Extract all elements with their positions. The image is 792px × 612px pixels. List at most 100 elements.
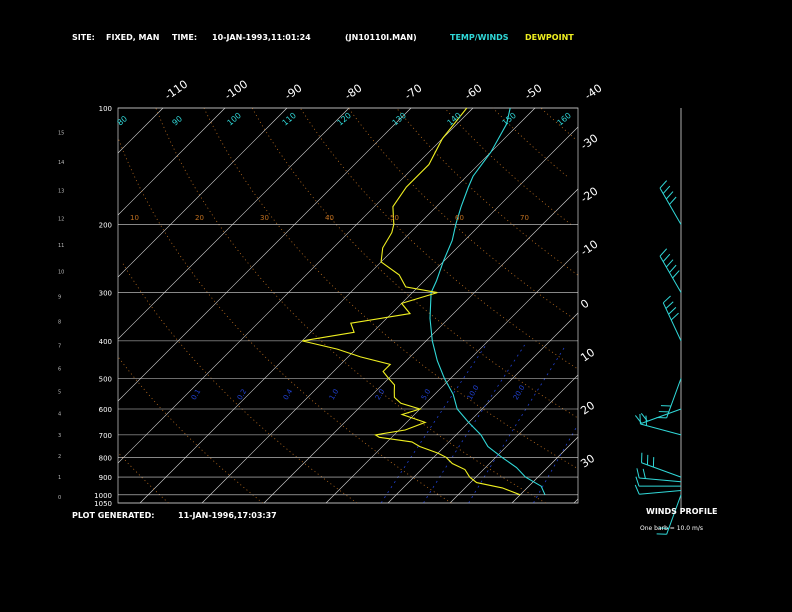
theta-label: 150 xyxy=(501,111,518,128)
wind-barb-flag xyxy=(636,468,640,479)
temp-tick-top: -80 xyxy=(342,82,364,103)
theta-label: 120 xyxy=(336,111,353,128)
dry-adiabat xyxy=(444,107,572,225)
wind-barb-flag xyxy=(634,415,642,424)
wind-barb-staff xyxy=(639,490,682,495)
pressure-label: 100 xyxy=(99,105,112,113)
height-km-label: 8 xyxy=(58,319,61,325)
wind-barb-staff xyxy=(659,255,682,293)
isotherm-line xyxy=(387,312,579,504)
wind-barb-flag xyxy=(665,259,674,268)
plot-generated-label: PLOT GENERATED: xyxy=(72,511,154,520)
isotherm-line xyxy=(449,374,579,504)
wind-barb xyxy=(635,476,681,487)
temp-tick-right: -30 xyxy=(578,132,600,153)
wind-barb xyxy=(634,484,682,495)
height-km-label: 12 xyxy=(58,216,64,222)
mixing-ratio-label: 5.0 xyxy=(420,388,432,402)
dry-adiabat xyxy=(118,452,169,504)
wind-barb-staff xyxy=(666,378,682,419)
height-km-label: 11 xyxy=(58,243,64,249)
wind-barb-flag xyxy=(662,295,671,304)
theta-e-label: 50 xyxy=(390,214,399,222)
wind-barb-flag xyxy=(640,413,648,422)
wind-barb xyxy=(641,452,682,478)
wind-barb-flag xyxy=(662,253,671,262)
pressure-label: 1000 xyxy=(94,492,112,500)
pressure-label: 700 xyxy=(99,432,112,440)
temp-tick-top: -110 xyxy=(162,77,190,102)
height-km-label: 2 xyxy=(58,454,61,460)
theta-e-label: 20 xyxy=(195,214,204,222)
temp-tick-right: -20 xyxy=(578,185,600,206)
wind-barb xyxy=(662,295,682,342)
wind-barb-staff xyxy=(639,477,682,483)
height-km-label: 15 xyxy=(58,130,64,136)
dry-adiabat xyxy=(299,107,577,369)
dry-adiabat xyxy=(348,107,574,319)
pressure-label: 300 xyxy=(99,290,112,298)
wind-barb-staff xyxy=(662,302,682,342)
pressure-label: 400 xyxy=(99,338,112,346)
winds-profile-label: WINDS PROFILE xyxy=(646,507,718,516)
mixing-ratio-line xyxy=(533,427,577,504)
isotherm-line xyxy=(573,498,579,504)
theta-label: 160 xyxy=(556,111,573,128)
legend-dewpoint: DEWPOINT xyxy=(525,33,574,42)
height-km-label: 0 xyxy=(58,495,61,501)
dry-adiabat xyxy=(203,107,577,468)
wind-barb-staff xyxy=(641,408,682,424)
dry-adiabat xyxy=(121,261,358,504)
isotherm-line xyxy=(139,107,536,504)
wind-barb-flag xyxy=(634,484,640,495)
isotherm-line xyxy=(117,107,164,154)
dry-adiabat-lines xyxy=(117,107,578,504)
isotherm-lines xyxy=(117,107,579,504)
temp-tick-top: -60 xyxy=(462,82,484,103)
theta-e-label: 70 xyxy=(520,214,529,222)
height-km-label: 14 xyxy=(58,160,64,166)
theta-e-label: 10 xyxy=(130,214,139,222)
wind-barb xyxy=(634,408,682,424)
plot-generated-value: 11-JAN-1996,17:03:37 xyxy=(178,511,277,520)
winds-profile xyxy=(634,108,682,535)
pressure-label: 900 xyxy=(99,474,112,482)
dewpoint-line xyxy=(301,107,521,496)
theta-label: 80 xyxy=(116,114,130,127)
pressure-label: 600 xyxy=(99,406,112,414)
wind-barb-flag xyxy=(635,476,640,487)
wind-barb-staff xyxy=(666,494,682,535)
theta-e-label: 60 xyxy=(455,214,464,222)
temp-tick-right: 10 xyxy=(578,346,597,365)
wind-barb-flag xyxy=(669,196,677,205)
height-km-label: 5 xyxy=(58,389,61,395)
temp-tick-right: 0 xyxy=(578,297,591,312)
time-value: 10-JAN-1993,11:01:24 xyxy=(212,33,311,42)
theta-e-label: 30 xyxy=(260,214,269,222)
pressure-label: 800 xyxy=(99,454,112,462)
isotherm-line xyxy=(117,107,474,464)
wind-barb-flag xyxy=(669,264,677,273)
wind-barb xyxy=(659,248,682,293)
height-km-label: 13 xyxy=(58,189,64,195)
temp-tick-right: 20 xyxy=(578,399,597,418)
time-label: TIME: xyxy=(172,33,197,42)
wind-barb-flag xyxy=(670,312,679,321)
wind-barb-flag xyxy=(665,301,674,309)
pressure-label: 200 xyxy=(99,221,112,229)
temp-tick-top: -90 xyxy=(282,82,304,103)
temp-tick-top: -50 xyxy=(522,82,544,103)
height-km-label: 7 xyxy=(58,343,61,349)
isotherm-line xyxy=(511,436,579,504)
mixing-ratio-label: 0.2 xyxy=(236,388,248,402)
mixing-ratio-label: 0.1 xyxy=(190,388,202,402)
mixing-ratio-lines xyxy=(380,344,577,504)
temp-tick-top: -40 xyxy=(582,82,604,103)
theta-label: 100 xyxy=(226,111,243,128)
wind-barb-flag xyxy=(659,248,668,257)
mixing-ratio-label: 20.0 xyxy=(512,384,527,402)
isotherm-line xyxy=(117,107,288,278)
file-name: (JN10110I.MAN) xyxy=(345,33,417,42)
wind-barb-flag xyxy=(662,185,671,194)
wind-barb-flag xyxy=(645,415,648,426)
